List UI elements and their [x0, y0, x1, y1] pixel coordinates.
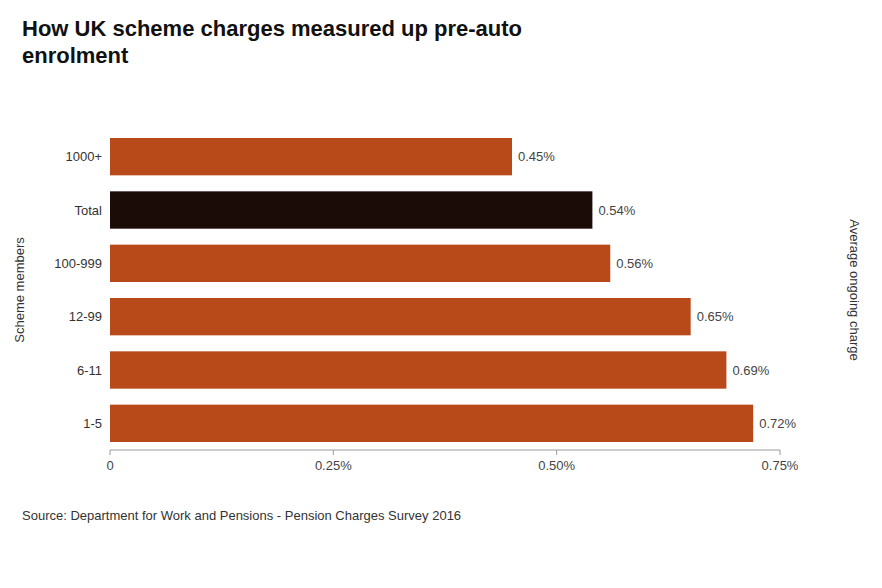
x-tick [110, 450, 111, 455]
x-tick-label: 0.75% [762, 458, 799, 473]
data-label: 0.45% [518, 149, 555, 164]
bar [110, 191, 592, 228]
title: How UK scheme charges measured up pre-au… [22, 16, 522, 68]
bar [110, 405, 753, 442]
bars [110, 138, 753, 442]
x-tick-label: 0.25% [315, 458, 352, 473]
category-label: 6-11 [77, 363, 102, 378]
chart-container: How UK scheme charges measured up pre-au… [0, 0, 882, 588]
data-label: 0.65% [697, 309, 734, 324]
category-label: 1000+ [65, 149, 102, 164]
bar [110, 351, 726, 388]
data-label: 0.56% [616, 256, 653, 271]
category-label: 100-999 [54, 256, 102, 271]
x-axis-line [110, 450, 780, 451]
bar [110, 245, 610, 282]
chart: How UK scheme charges measured up pre-au… [0, 0, 882, 588]
category-label: Total [75, 203, 103, 218]
data-label: 0.69% [732, 363, 769, 378]
x-tick-label: 0.50% [538, 458, 575, 473]
x-tick [333, 450, 334, 455]
data-label: 0.72% [759, 416, 796, 431]
category-label: 12-99 [69, 309, 102, 324]
x-tick [780, 450, 781, 455]
x-axis-label: Average ongoing charge [847, 219, 862, 360]
source: Source: Department for Work and Pensions… [22, 508, 461, 523]
y-axis-label: Scheme members [12, 237, 27, 343]
category-label: 1-5 [83, 416, 102, 431]
bar [110, 298, 691, 335]
data-label: 0.54% [598, 203, 635, 218]
x-tick [556, 450, 557, 455]
x-tick-label: 0 [106, 458, 113, 473]
bar [110, 138, 512, 175]
